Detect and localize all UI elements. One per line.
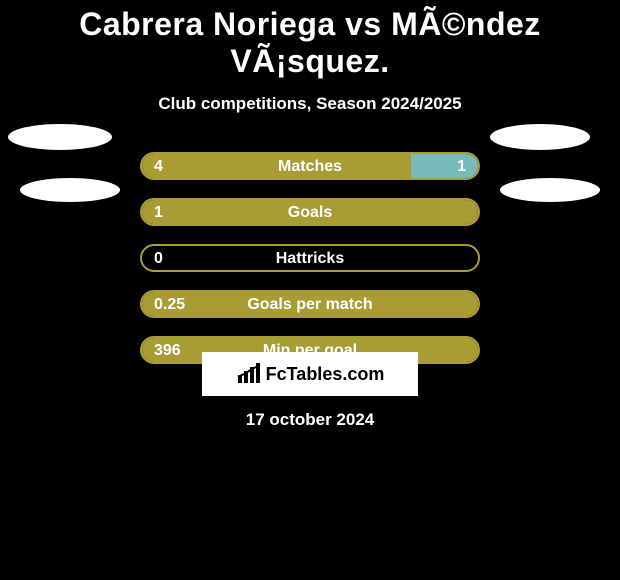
stat-row: Goals per match0.25 <box>0 290 620 318</box>
bar-track: Goals1 <box>140 198 480 226</box>
brand-text: FcTables.com <box>266 364 385 385</box>
decorative-oval <box>20 178 120 202</box>
stat-row: Hattricks0 <box>0 244 620 272</box>
bar-left <box>142 200 478 224</box>
date-text: 17 october 2024 <box>0 410 620 430</box>
subtitle: Club competitions, Season 2024/2025 <box>0 94 620 114</box>
bars-icon <box>236 363 264 385</box>
bar-track: Hattricks0 <box>140 244 480 272</box>
bar-label: Hattricks <box>142 246 478 272</box>
bar-track: Matches41 <box>140 152 480 180</box>
decorative-oval <box>8 124 112 150</box>
bar-left <box>142 154 411 178</box>
bar-right <box>411 154 478 178</box>
bar-track: Goals per match0.25 <box>140 290 480 318</box>
bar-left <box>142 292 478 316</box>
decorative-oval <box>500 178 600 202</box>
value-left: 0 <box>154 246 163 272</box>
brand-box: FcTables.com <box>202 352 418 396</box>
page-title: Cabrera Noriega vs MÃ©ndez VÃ¡squez. <box>0 0 620 80</box>
decorative-oval <box>490 124 590 150</box>
stat-row: Matches41 <box>0 152 620 180</box>
stat-row: Goals1 <box>0 198 620 226</box>
